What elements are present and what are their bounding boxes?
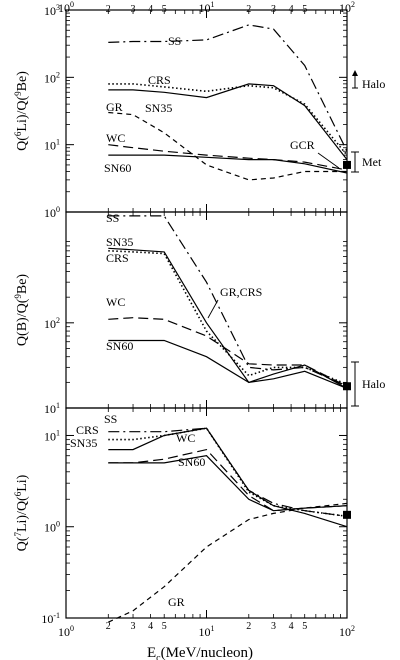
halo-label: Halo [362, 77, 385, 91]
y-axis-label: Q(7Li)/Q(6Li) [13, 474, 30, 551]
panel-bottom-labels: SS CRS SN35 WC SN60 GR [70, 412, 205, 609]
series-line-sn60 [108, 455, 348, 512]
series-line-ss [108, 24, 348, 152]
x-top-major-label: 102 [339, 0, 355, 15]
series-line-crs [108, 250, 348, 386]
series-label-sn35: SN35 [106, 235, 133, 249]
y-tick-label: 101 [44, 428, 60, 443]
y-tick-label: 100 [44, 520, 60, 535]
series-label-wc: WC [106, 295, 125, 309]
x-bottom-minor-label: 2 [106, 621, 111, 632]
y-tick-label: 102 [44, 70, 60, 85]
series-label-sn35: SN35 [70, 436, 97, 450]
series-label-crs: CRS [76, 423, 99, 437]
x-top-minor-label: 4 [148, 4, 153, 15]
panel-b-be9: 101 102 Q(B)/Q(9Be) [13, 211, 351, 416]
series-label-sn35: SN35 [145, 101, 172, 115]
series-line-sn35 [108, 247, 348, 389]
x-bottom-minor-label: 5 [162, 621, 167, 632]
x-top-minor-label: 3 [271, 4, 276, 15]
halo-marker-middle: Halo [351, 361, 385, 407]
gcr-pointer-line [317, 152, 340, 169]
series-line-ss [108, 427, 348, 517]
reference-square-marker [343, 160, 351, 169]
series-label-wc: WC [106, 131, 125, 145]
x-top-minor-label: 4 [289, 4, 294, 15]
series-label-ss: SS [168, 34, 181, 48]
reference-square-marker [343, 382, 351, 391]
x-top-major-label: 101 [199, 0, 215, 15]
halo-label: Halo [362, 377, 385, 391]
series-label-crs: CRS [148, 73, 171, 87]
series-label-sn60: SN60 [106, 339, 133, 353]
series-line-wc [108, 144, 348, 171]
x-bottom-minor-label: 3 [131, 621, 136, 632]
x-top-major-label: 100 [58, 0, 74, 15]
x-bottom-minor-label: 3 [271, 621, 276, 632]
gr-crs-pointer-line [207, 299, 219, 319]
series-label-gr-crs: GR,CRS [220, 285, 262, 299]
x-bottom-minor-label: 2 [246, 621, 251, 632]
x-top-minor-label: 2 [246, 4, 251, 15]
x-top-minor-label: 5 [302, 4, 307, 15]
series-line-sn60 [108, 154, 348, 174]
series-label-ss: SS [104, 412, 117, 426]
series-label-crs: CRS [106, 251, 129, 265]
x-top-minor-label: 5 [162, 4, 167, 15]
series-label-gr: GR [106, 100, 123, 114]
x-bottom-minor-label: 4 [148, 621, 153, 632]
met-label: Met [362, 155, 382, 169]
series-line-crs [108, 427, 348, 518]
panel-middle-labels: SS SN35 CRS WC SN60 GR,CRS [106, 211, 262, 353]
series-line-wc [108, 317, 348, 387]
x-axis: 1001001011011021022233445522334455Ec(MeV… [58, 0, 355, 660]
y-tick-label: 100 [44, 205, 60, 220]
series-line-ss [108, 215, 348, 387]
series-label-gr: GR [168, 595, 185, 609]
series-label-sn60: SN60 [104, 161, 131, 175]
series-line-gr [108, 111, 347, 181]
x-bottom-minor-label: 4 [289, 621, 294, 632]
x-bottom-major-label: 102 [339, 624, 355, 639]
x-top-minor-label: 2 [106, 4, 111, 15]
series-label-gcr: GCR [290, 138, 315, 152]
y-tick-label: 102 [44, 316, 60, 331]
series-label-sn60: SN60 [178, 455, 205, 469]
x-bottom-minor-label: 5 [302, 621, 307, 632]
series-line-sn60 [108, 339, 348, 389]
y-axis-label: Q(6Li)/Q(9Be) [13, 71, 30, 151]
y-axis-label: Q(B)/Q(9Be) [13, 274, 30, 346]
x-top-minor-label: 3 [131, 4, 136, 15]
reference-square-marker [343, 510, 351, 519]
chart-panels: 100101102103Q(6Li)/Q(9Be)101102Q(B)/Q(9B… [13, 3, 351, 626]
series-label-ss: SS [106, 211, 119, 225]
series-line-gr [108, 502, 348, 623]
y-tick-label: 101 [44, 138, 60, 153]
panel-top-labels: SS CRS GR SN35 WC SN60 GCR [104, 34, 340, 175]
x-bottom-major-label: 100 [58, 624, 74, 639]
halo-arrow-up-icon [352, 70, 358, 76]
x-bottom-major-label: 101 [199, 624, 215, 639]
x-axis-label: Ec(MeV/nucleon) [147, 645, 253, 660]
series-label-wc: WC [176, 431, 195, 445]
y-tick-label: 10-1 [41, 611, 60, 626]
halo-met-markers-top: Halo Met [351, 70, 385, 173]
series-line-sn35 [108, 83, 348, 160]
y-tick-label: 101 [44, 401, 60, 416]
series-line-sn35 [108, 427, 348, 528]
